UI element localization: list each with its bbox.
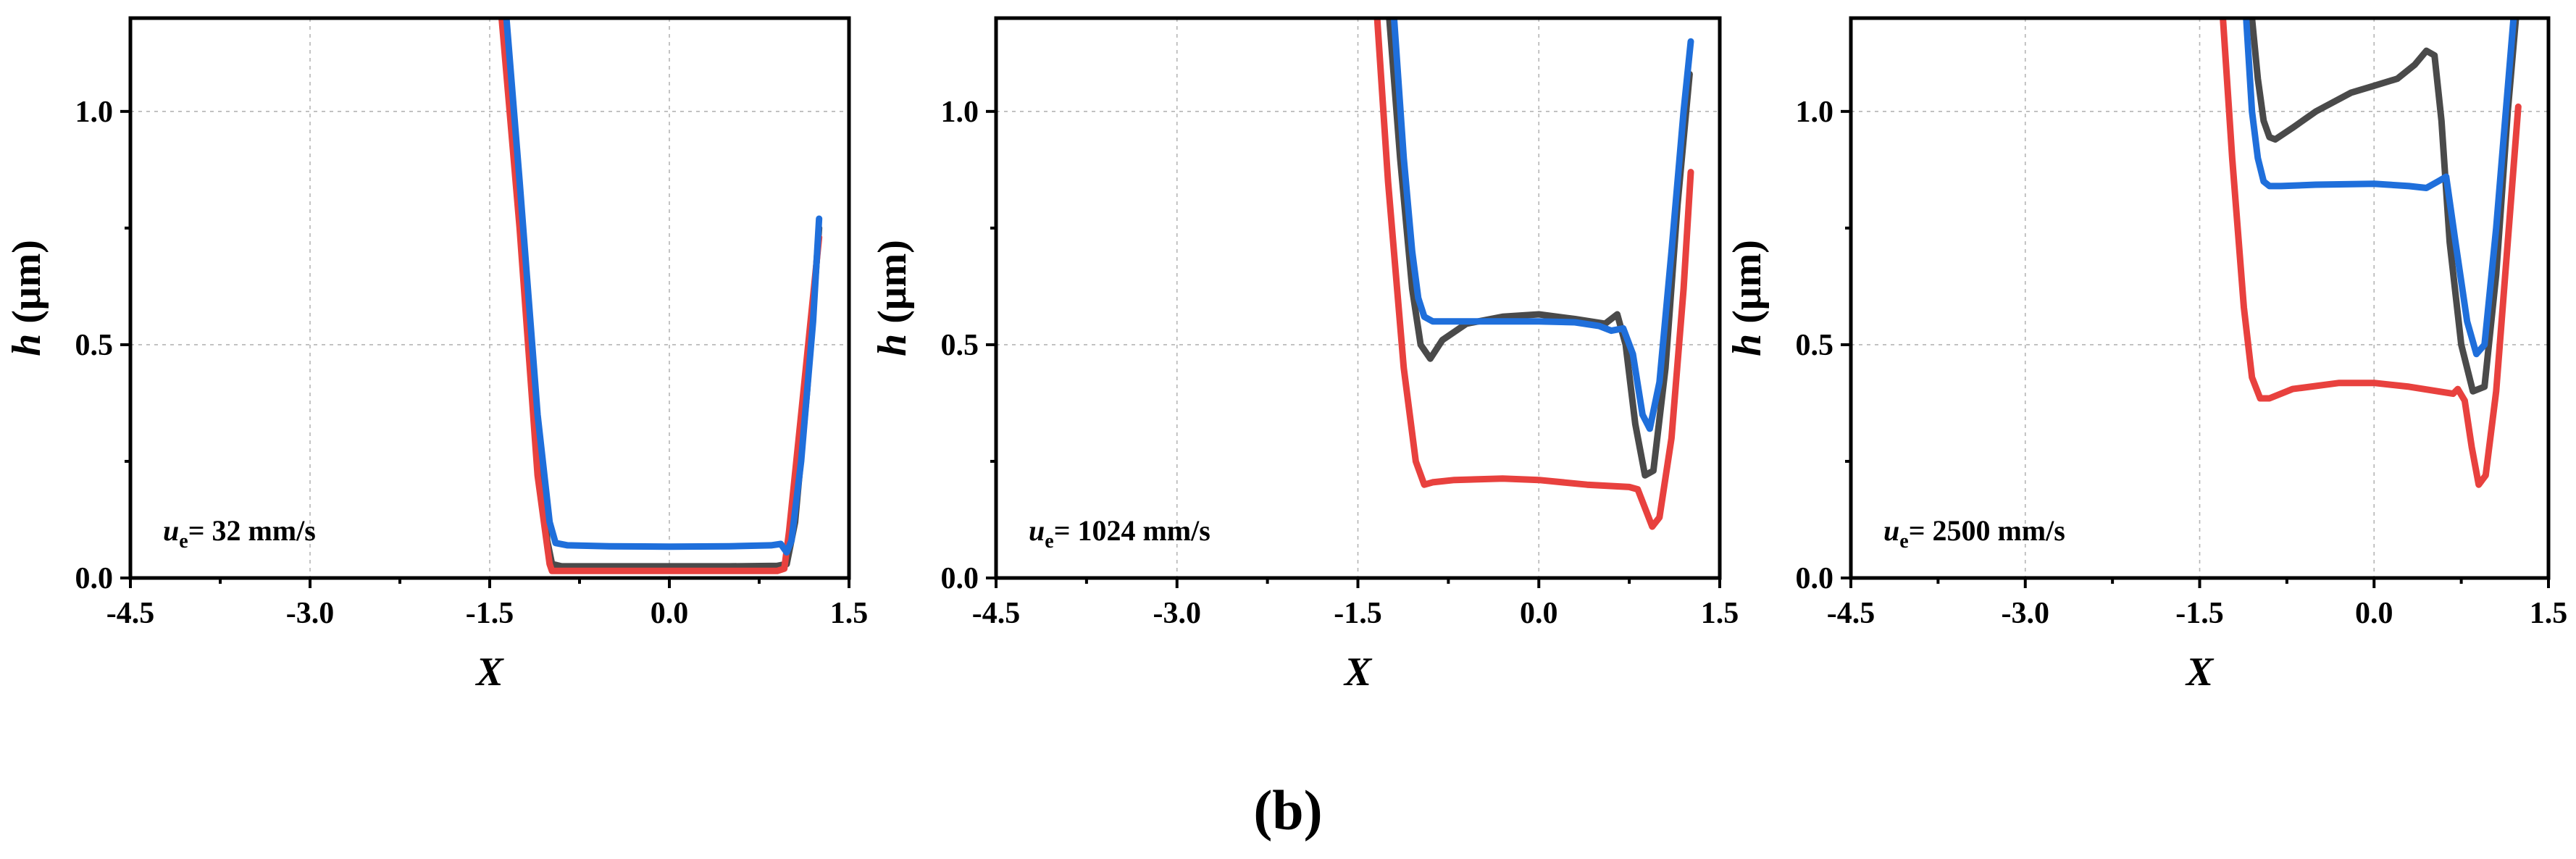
x-tick-label: -1.5 xyxy=(2175,597,2224,630)
y-tick-label: 0.0 xyxy=(941,562,979,595)
x-tick-label: 0.0 xyxy=(651,597,689,630)
speed-annotation: ue= 32 mm/s xyxy=(163,514,316,553)
series-line-blue xyxy=(1390,18,1694,432)
x-tick-label: -4.5 xyxy=(972,597,1021,630)
x-tick-label: 1.5 xyxy=(1701,597,1739,630)
y-axis-label-unit: (μm) xyxy=(1725,240,1770,334)
y-axis-label: h (μm) xyxy=(1725,240,1770,356)
y-axis-label-unit: (μm) xyxy=(870,240,915,334)
annotation-subscript: e xyxy=(1045,530,1053,553)
y-axis-label: h (μm) xyxy=(4,240,49,356)
series-line-red xyxy=(2220,18,2522,488)
speed-annotation: ue= 2500 mm/s xyxy=(1883,514,2065,553)
y-axis-label: h (μm) xyxy=(870,240,915,356)
chart-panel-1: -4.5 -3.0 -1.5 0.0 1.5 0.0 0.5 1.0 Xh (μm) ue= 32… xyxy=(4,16,869,695)
figure-label: (b) xyxy=(1253,779,1322,842)
annotation-subscript: e xyxy=(1899,530,1908,553)
annotation-value: = 2500 mm/s xyxy=(1909,514,2065,547)
x-tick-label: 0.0 xyxy=(1520,597,1558,630)
annotation-value: = 1024 mm/s xyxy=(1054,514,1210,547)
x-axis-label: X xyxy=(474,650,504,695)
x-tick-label: -3.0 xyxy=(286,597,335,630)
series-group xyxy=(498,18,823,574)
chart-panel-3: -4.5 -3.0 -1.5 0.0 1.5 0.0 0.5 1.0 Xh (μm) ue= 25… xyxy=(1725,16,2568,695)
x-tick-label: -1.5 xyxy=(1334,597,1382,630)
y-tick-label: 0.5 xyxy=(75,329,114,362)
x-axis-label: X xyxy=(1343,650,1373,695)
y-tick-label: 1.0 xyxy=(1796,96,1834,129)
y-tick-label: 0.0 xyxy=(75,562,114,595)
y-tick-label: 0.5 xyxy=(941,329,979,362)
series-line-blue xyxy=(503,18,823,556)
speed-annotation: ue= 1024 mm/s xyxy=(1029,514,1210,553)
y-tick-label: 1.0 xyxy=(75,96,114,129)
x-axis-label: X xyxy=(2185,650,2215,695)
annotation-subscript: e xyxy=(179,530,188,553)
y-axis-label-unit: (μm) xyxy=(4,240,49,334)
x-tick-label: 1.5 xyxy=(2530,597,2568,630)
x-tick-label: -4.5 xyxy=(1827,597,1875,630)
series-line-red xyxy=(1373,18,1694,530)
series-line-blue xyxy=(2243,18,2517,358)
y-tick-label: 0.0 xyxy=(1796,562,1834,595)
y-axis-label-symbol: h xyxy=(870,334,915,356)
series-line-red xyxy=(498,18,823,574)
series-line-dark xyxy=(2249,18,2519,395)
y-axis-label-symbol: h xyxy=(4,334,49,356)
x-tick-label: 0.0 xyxy=(2355,597,2393,630)
annotation-value: = 32 mm/s xyxy=(188,514,316,547)
x-tick-label: -3.0 xyxy=(1153,597,1202,630)
series-line-dark xyxy=(501,18,823,570)
y-axis-label-symbol: h xyxy=(1725,334,1770,356)
x-tick-label: -1.5 xyxy=(466,597,514,630)
chart-panel-2: -4.5 -3.0 -1.5 0.0 1.5 0.0 0.5 1.0 Xh (μm) ue= 10… xyxy=(870,16,1739,695)
y-tick-label: 0.5 xyxy=(1796,329,1834,362)
x-tick-label: -4.5 xyxy=(106,597,155,630)
x-tick-label: 1.5 xyxy=(830,597,869,630)
annotation-symbol: u xyxy=(1029,514,1045,547)
x-tick-label: -3.0 xyxy=(2002,597,2050,630)
y-tick-label: 1.0 xyxy=(941,96,979,129)
series-group xyxy=(2220,18,2522,488)
annotation-symbol: u xyxy=(163,514,179,547)
series-group xyxy=(1373,18,1694,530)
annotation-symbol: u xyxy=(1883,514,1899,547)
